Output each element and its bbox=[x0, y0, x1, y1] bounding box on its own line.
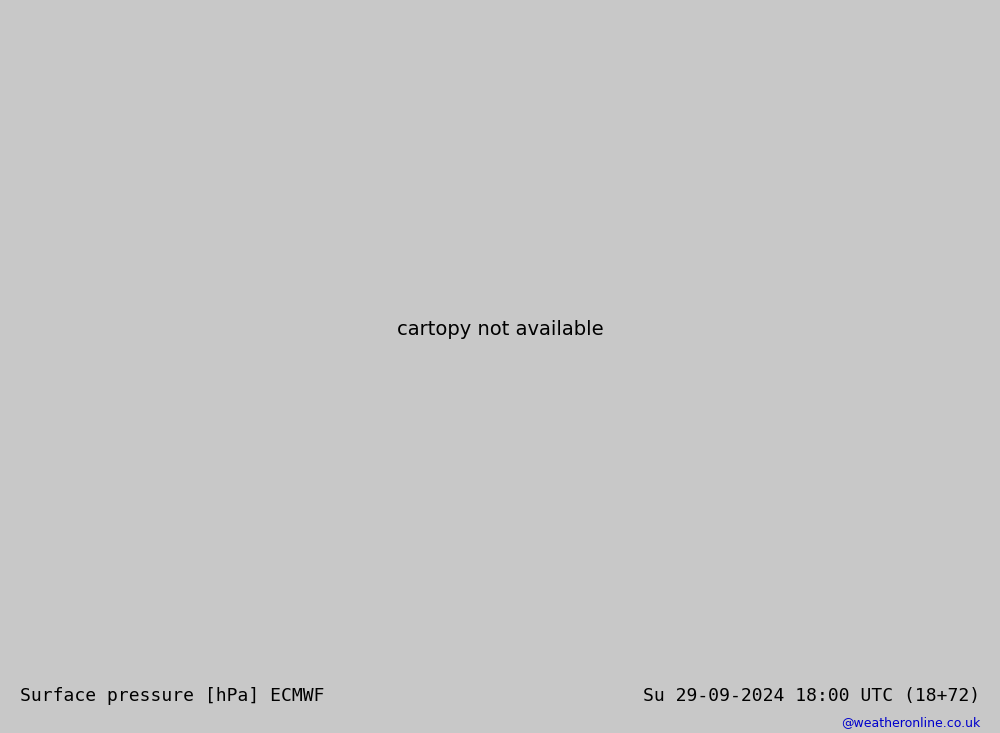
Text: Su 29-09-2024 18:00 UTC (18+72): Su 29-09-2024 18:00 UTC (18+72) bbox=[643, 688, 980, 705]
Text: cartopy not available: cartopy not available bbox=[397, 320, 603, 339]
Text: @weatheronline.co.uk: @weatheronline.co.uk bbox=[841, 716, 980, 729]
Text: Surface pressure [hPa] ECMWF: Surface pressure [hPa] ECMWF bbox=[20, 688, 324, 705]
